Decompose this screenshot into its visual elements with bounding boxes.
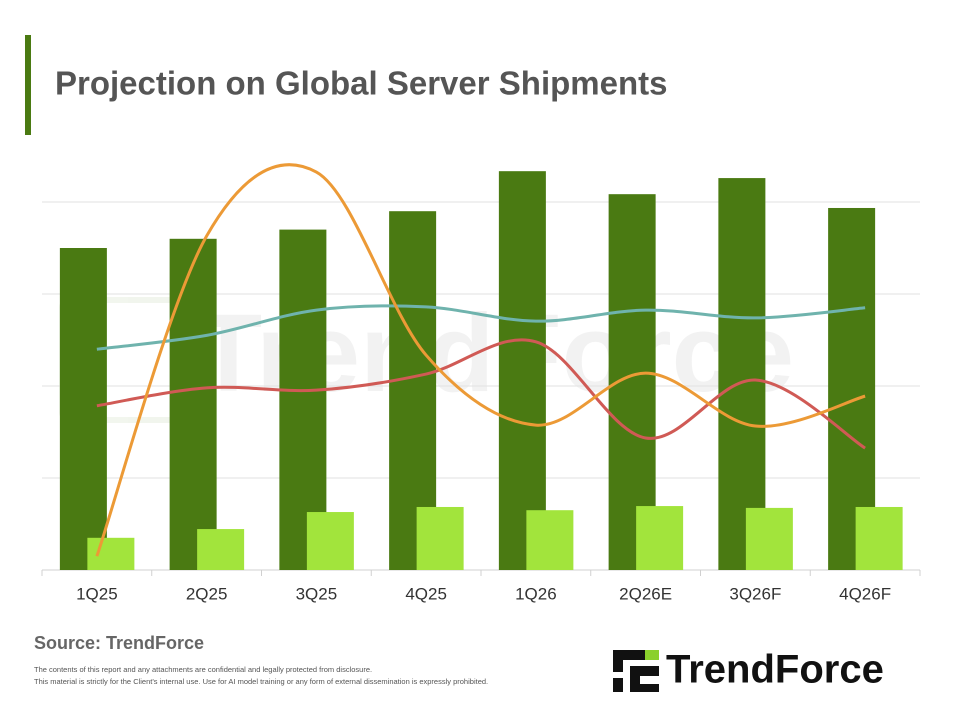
x-tick-label: 4Q26F bbox=[839, 584, 891, 603]
bar bbox=[169, 238, 217, 571]
bar bbox=[416, 506, 464, 570]
logo: TrendForce bbox=[613, 648, 884, 692]
x-tick-label: 1Q26 bbox=[515, 584, 557, 603]
x-tick-label: 2Q26E bbox=[619, 584, 672, 603]
logo-icon bbox=[613, 650, 659, 692]
x-tick-label: 3Q25 bbox=[296, 584, 338, 603]
x-tick-label: 4Q25 bbox=[405, 584, 447, 603]
source: Source: TrendForce bbox=[34, 633, 204, 653]
bar bbox=[498, 171, 546, 570]
bar bbox=[718, 178, 766, 570]
bar bbox=[87, 537, 135, 570]
line bbox=[95, 163, 866, 557]
bar bbox=[636, 506, 684, 570]
disclaimer: The contents of this report and any atta… bbox=[34, 665, 372, 674]
bar bbox=[855, 506, 903, 570]
bar bbox=[59, 248, 107, 570]
plot: 1Q25 2Q25 3Q25 4Q25 1Q26 2Q26E 3Q26F 4Q26F bbox=[41, 163, 921, 603]
chart-title: Projection on Global Server Shipments bbox=[55, 65, 667, 102]
x-tick-label: 3Q26F bbox=[729, 584, 781, 603]
bar bbox=[526, 510, 574, 570]
disclaimer: This material is strictly for the Client… bbox=[34, 677, 488, 686]
logo-accent bbox=[645, 650, 659, 660]
logo-text: TrendForce bbox=[666, 648, 884, 692]
line bbox=[96, 338, 866, 450]
x-tick-label: 1Q25 bbox=[76, 584, 118, 603]
bar bbox=[745, 507, 793, 570]
title-accent bbox=[25, 35, 31, 135]
line bbox=[96, 304, 866, 351]
bar bbox=[306, 512, 354, 570]
x-tick-label: 2Q25 bbox=[186, 584, 228, 603]
bar bbox=[197, 529, 245, 570]
